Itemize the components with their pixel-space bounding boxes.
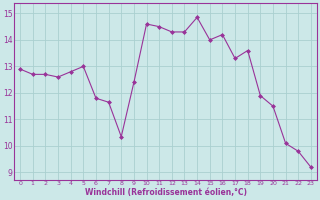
X-axis label: Windchill (Refroidissement éolien,°C): Windchill (Refroidissement éolien,°C) — [84, 188, 246, 197]
